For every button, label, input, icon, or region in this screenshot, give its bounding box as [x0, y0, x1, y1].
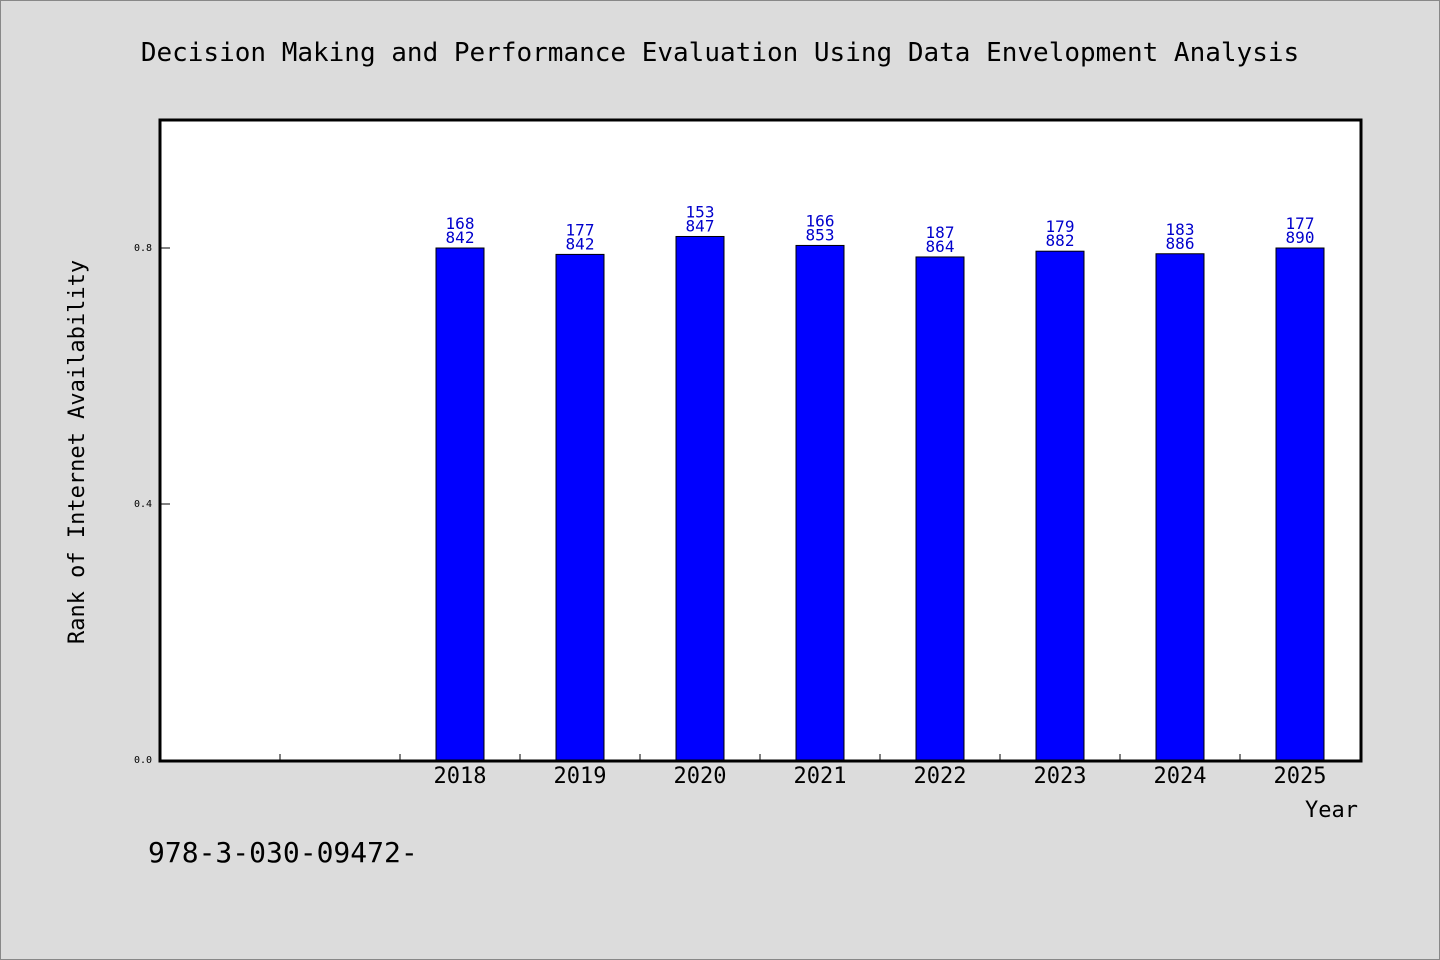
- bar-2022: [915, 256, 965, 761]
- y-tick-label: 0.8: [134, 243, 152, 254]
- data-label-bottom: 853: [806, 225, 835, 244]
- data-label-bottom: 882: [1046, 231, 1075, 250]
- bar-2018: [435, 247, 485, 761]
- chart-title: Decision Making and Performance Evaluati…: [141, 38, 1299, 68]
- data-label-top: 177: [1286, 214, 1315, 233]
- data-label-top: 183: [1166, 220, 1195, 239]
- x-tick-label: 2021: [794, 764, 847, 789]
- y-tick-label: 0.0: [134, 755, 152, 766]
- data-label-bottom: 886: [1166, 234, 1195, 253]
- x-axis-label: Year: [1305, 798, 1358, 823]
- x-tick-label: 2025: [1274, 764, 1327, 789]
- footer-text: 978-3-030-09472-: [148, 836, 418, 869]
- x-tick-label: 2023: [1034, 764, 1087, 789]
- axis-ticks: 0.0 0.4 0.8: [134, 243, 1241, 766]
- data-label-top: 187: [926, 223, 955, 242]
- data-label-bottom: 842: [446, 228, 475, 247]
- y-tick-label: 0.4: [134, 499, 152, 510]
- data-labels: 2018168842201917784220201538472021166853…: [434, 202, 1327, 789]
- data-label-top: 179: [1046, 217, 1075, 236]
- data-label-top: 166: [806, 211, 835, 230]
- data-label-bottom: 847: [686, 216, 715, 235]
- bar-2021: [795, 244, 845, 761]
- x-tick-label: 2024: [1154, 764, 1207, 789]
- bars: [435, 235, 1325, 761]
- data-label-bottom: 842: [566, 234, 595, 253]
- data-label-top: 177: [566, 220, 595, 239]
- bar-2019: [555, 253, 605, 761]
- data-label-bottom: 864: [926, 237, 955, 256]
- bar-2024: [1155, 253, 1205, 761]
- x-tick-label: 2019: [554, 764, 607, 789]
- data-label-top: 168: [446, 214, 475, 233]
- x-tick-label: 2020: [674, 764, 727, 789]
- data-label-top: 153: [686, 202, 715, 221]
- data-label-bottom: 890: [1286, 228, 1315, 247]
- bar-2023: [1035, 250, 1085, 761]
- x-tick-label: 2018: [434, 764, 487, 789]
- bar-2025: [1275, 247, 1325, 761]
- y-axis-label: Rank of Internet Availability: [65, 260, 90, 644]
- bar-2020: [675, 235, 725, 761]
- x-tick-label: 2022: [914, 764, 967, 789]
